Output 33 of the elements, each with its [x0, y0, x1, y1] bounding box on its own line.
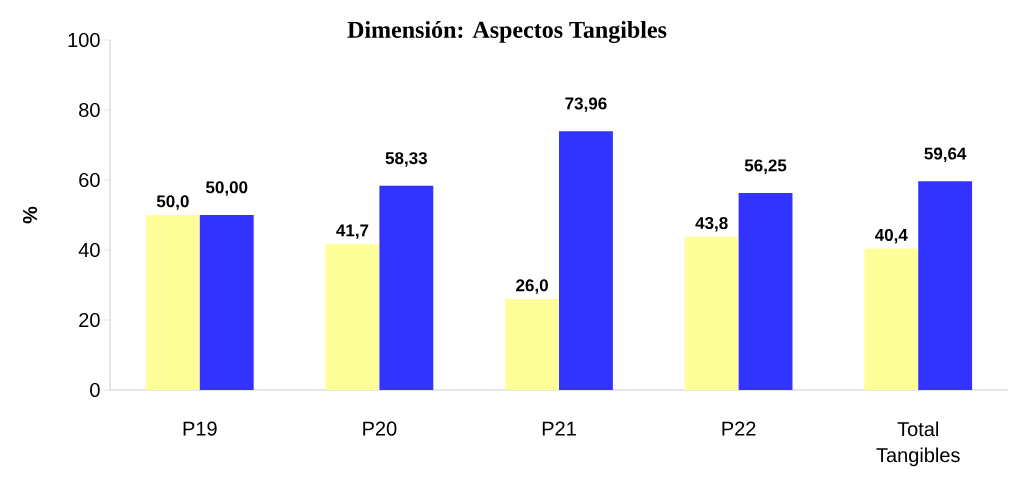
- data-label: 26,0: [516, 279, 548, 294]
- x-tick-label: P20: [363, 421, 397, 436]
- bar: [379, 185, 434, 390]
- y-tick-label: 80: [79, 102, 100, 118]
- x-tick-label: P19: [183, 421, 217, 436]
- x-tick-label: P21: [542, 421, 576, 436]
- data-label: 59,64: [924, 147, 967, 163]
- data-label: 50,00: [205, 181, 248, 196]
- bar: [918, 181, 973, 390]
- data-label: 73,96: [565, 97, 607, 112]
- bar: [505, 299, 560, 390]
- bar: [864, 248, 919, 390]
- y-tick-label: 100: [68, 32, 100, 48]
- bar: [145, 215, 200, 390]
- y-tick-label: 40: [78, 242, 100, 258]
- y-tick-label: 60: [79, 172, 100, 188]
- chart-title: Dimensión: Aspectos Tangibles: [347, 21, 667, 43]
- data-label: 41,7: [336, 224, 369, 239]
- bar: [325, 244, 380, 390]
- data-label: 40,4: [874, 228, 908, 244]
- data-label: 58,33: [385, 152, 427, 167]
- bar: [559, 131, 613, 390]
- y-tick-label: 0: [90, 382, 100, 398]
- data-label: 43,8: [695, 216, 728, 232]
- bar: [738, 193, 793, 390]
- bar: [684, 236, 739, 390]
- y-axis-title: %: [22, 206, 38, 224]
- y-tick-label: 20: [79, 312, 100, 328]
- bar: [199, 215, 254, 390]
- x-tick-label: P22: [722, 421, 756, 436]
- x-tick-label: Total Tangibles: [876, 421, 960, 467]
- data-label: 50,0: [156, 195, 189, 210]
- data-label: 56,25: [744, 159, 787, 174]
